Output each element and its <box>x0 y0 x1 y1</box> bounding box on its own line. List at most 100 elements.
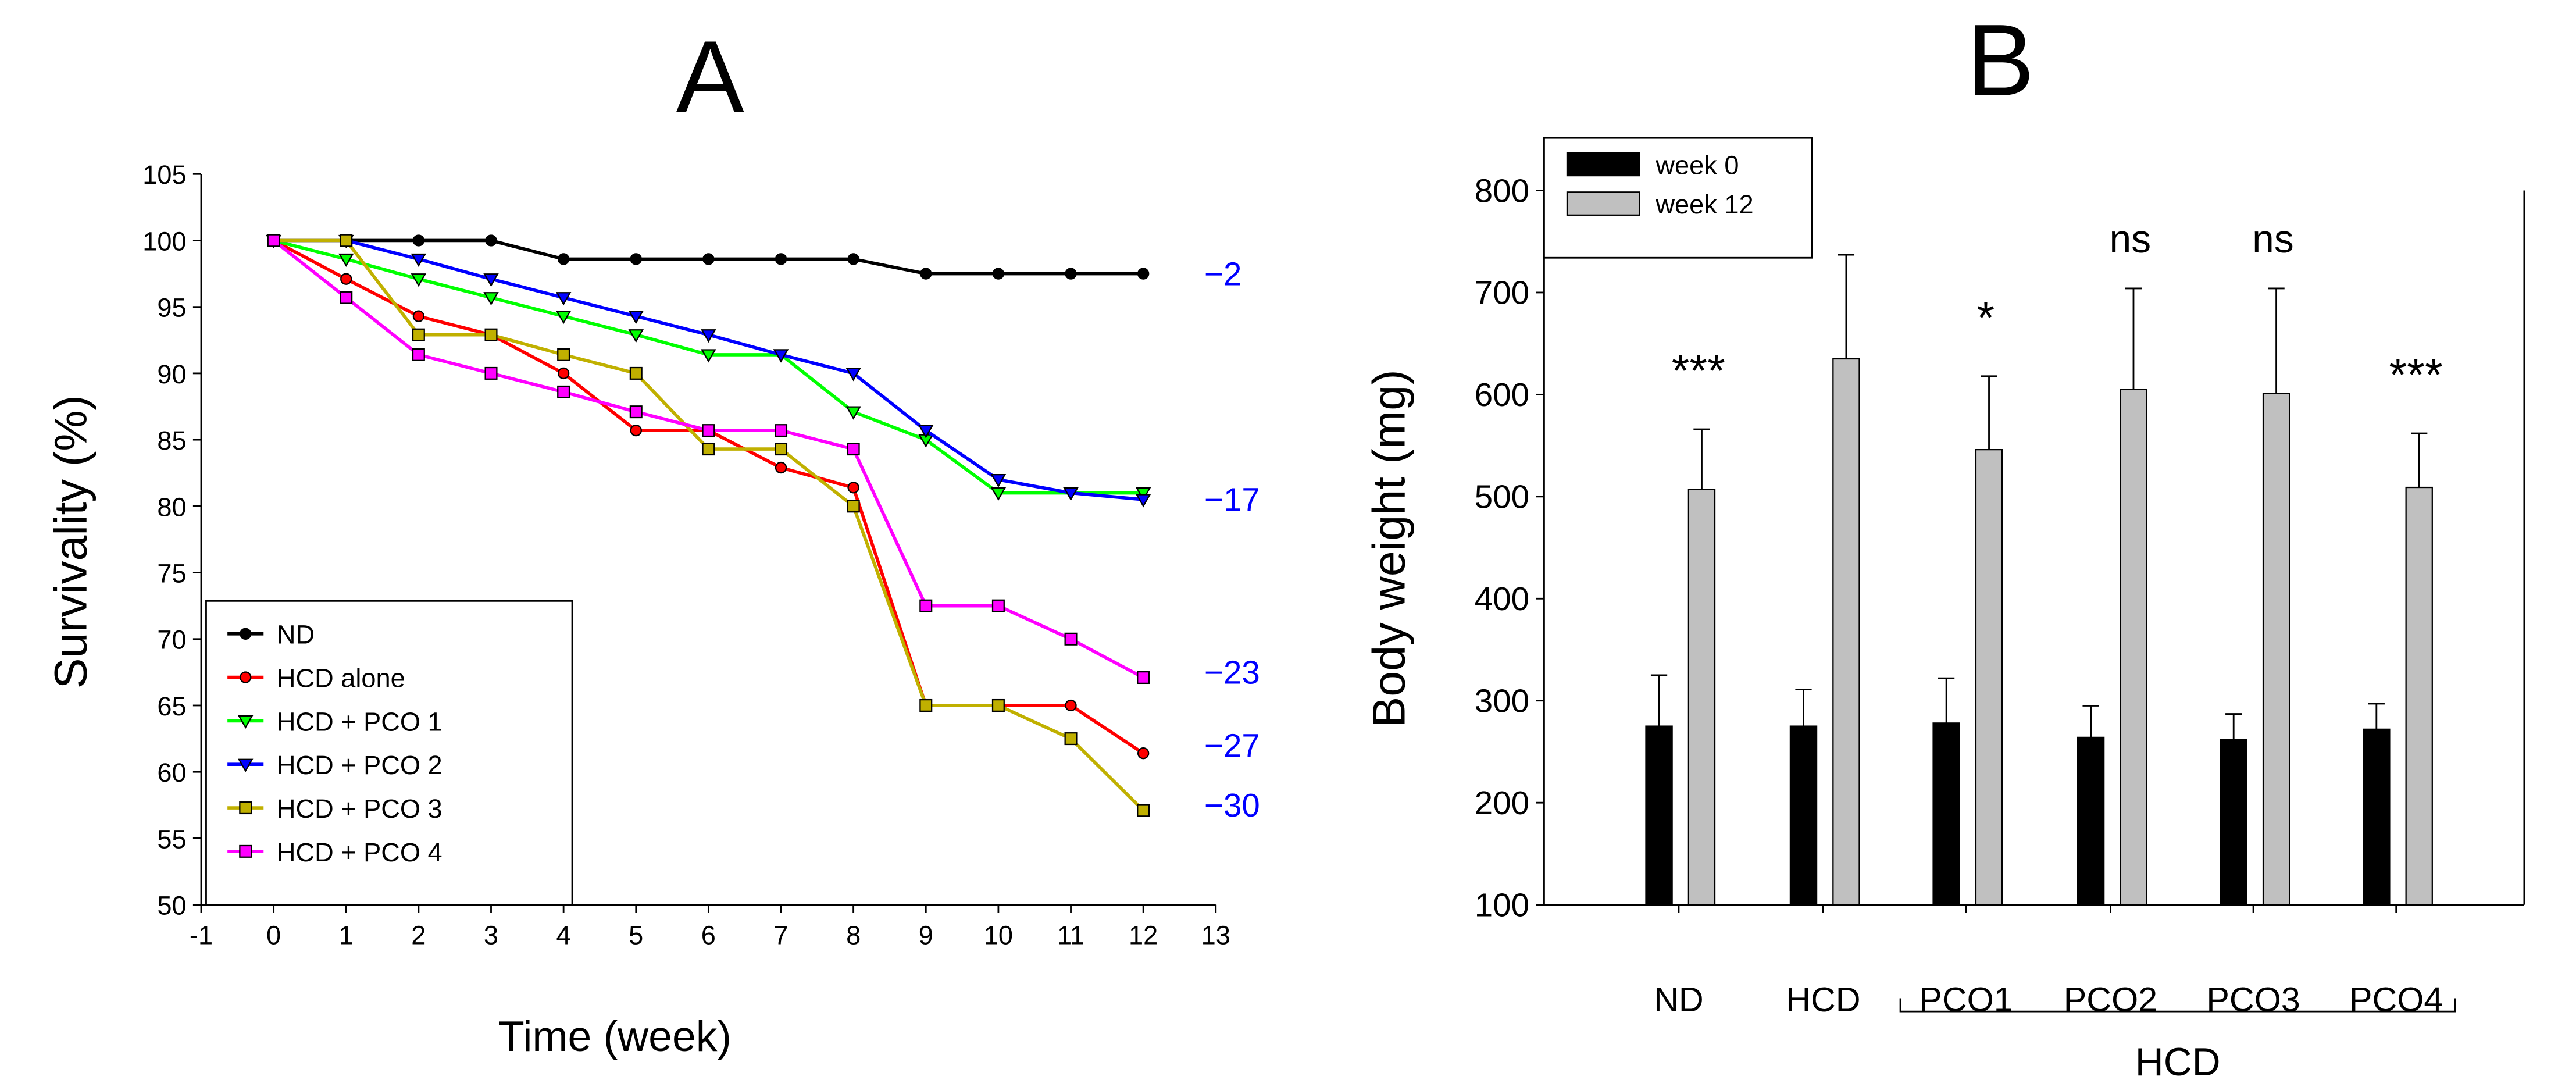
a-y-tick-label: 95 <box>157 293 186 323</box>
a-data-point <box>1135 494 1151 508</box>
a-y-tick-label: 85 <box>157 426 186 455</box>
a-data-point <box>1064 632 1078 646</box>
a-data-point <box>411 273 427 287</box>
a-legend-label: HCD alone <box>277 664 405 693</box>
b-bar-week-0 <box>1789 725 1818 906</box>
a-data-point <box>1063 487 1079 501</box>
a-data-point <box>847 482 859 494</box>
b-y-tick-label: 700 <box>1475 275 1529 311</box>
panel-a-label: A <box>676 20 744 134</box>
a-data-point <box>1137 747 1150 760</box>
b-bar-week-12 <box>2405 486 2433 906</box>
a-x-tick-label: 12 <box>1129 920 1158 950</box>
b-significance-label: * <box>1977 291 1995 343</box>
a-data-point <box>1137 671 1150 685</box>
a-x-tick-label: 5 <box>629 920 643 950</box>
a-data-point <box>411 253 427 268</box>
b-x-tick-label: HCD <box>1786 980 1860 1019</box>
a-series-line-3 <box>273 238 1144 501</box>
a-data-point <box>775 424 788 437</box>
a-data-point <box>847 253 859 265</box>
a-y-tick-label: 50 <box>157 891 186 921</box>
a-data-point <box>701 329 716 343</box>
a-y-tick-label: 75 <box>157 558 186 588</box>
a-data-point <box>483 292 499 306</box>
a-legend-swatch-marker <box>240 671 252 683</box>
a-x-tick-label: 7 <box>773 920 788 950</box>
a-x-tick-label: 3 <box>484 920 498 950</box>
a-legend-label: HCD + PCO 2 <box>277 750 443 780</box>
a-y-tick-label: 55 <box>157 824 186 854</box>
a-legend-swatch-marker <box>239 844 252 858</box>
b-y-tick-label: 800 <box>1475 172 1529 209</box>
a-data-point <box>557 348 570 361</box>
a-x-tick-label: 13 <box>1201 920 1230 950</box>
a-data-point <box>992 268 1005 280</box>
panel-b-label: B <box>1967 4 2035 117</box>
a-data-point <box>485 234 497 247</box>
a-data-point <box>557 253 570 265</box>
a-x-tick-label: 1 <box>339 920 354 950</box>
a-y-tick-label: 65 <box>157 692 186 721</box>
a-data-point <box>557 385 570 398</box>
b-bar-week-12 <box>1832 358 1860 906</box>
b-legend-label: week 12 <box>1655 190 1753 219</box>
panel-b-body-weight-chart: B Body weight (mg) 100 200 300 400 500 600 700… <box>1362 4 2525 1084</box>
a-data-point <box>702 443 715 456</box>
a-data-point <box>918 425 934 439</box>
a-data-point <box>628 329 644 343</box>
a-y-tick-label: 105 <box>142 160 186 190</box>
a-x-tick-label: -1 <box>190 920 213 950</box>
panel-a-y-axis-label: Survivality (%) <box>44 395 96 689</box>
b-y-tick-label: 400 <box>1475 580 1529 617</box>
panel-a-x-axis-label: Time (week) <box>498 1013 732 1060</box>
a-data-point <box>340 273 352 285</box>
a-data-point <box>702 424 715 437</box>
b-bar-week-12 <box>1975 449 2003 906</box>
b-significance-label: ns <box>2252 218 2294 261</box>
b-significance-label: *** <box>1672 345 1725 397</box>
a-data-point <box>847 443 860 456</box>
a-data-point <box>775 443 788 456</box>
a-x-tick-label: 2 <box>411 920 426 950</box>
a-data-point <box>920 268 932 280</box>
a-data-point <box>1065 268 1077 280</box>
b-y-tick-label: 300 <box>1475 682 1529 719</box>
a-data-point <box>919 698 933 712</box>
b-x-tick-label: PCO2 <box>2064 980 2157 1019</box>
a-data-point <box>628 311 644 325</box>
a-data-point <box>847 500 860 513</box>
b-bar-week-0 <box>1645 725 1673 906</box>
b-bar-week-0 <box>1932 722 1960 906</box>
a-data-point <box>340 234 353 247</box>
b-y-tick-label: 200 <box>1475 785 1529 821</box>
b-bar-week-0 <box>2220 739 2247 906</box>
a-y-tick-label: 60 <box>157 758 186 787</box>
a-data-point <box>702 253 715 265</box>
a-annotation: −17 <box>1204 482 1260 518</box>
a-y-tick-label: 90 <box>157 359 186 389</box>
a-data-point <box>555 292 572 306</box>
a-data-point <box>484 328 498 341</box>
a-legend-box <box>205 600 573 906</box>
b-significance-label: *** <box>2389 349 2442 401</box>
a-data-point <box>773 349 789 363</box>
a-data-point <box>1137 804 1150 817</box>
a-y-tick-label: 100 <box>142 226 186 256</box>
a-y-tick-label: 80 <box>157 492 186 522</box>
b-bar-week-0 <box>2363 728 2391 906</box>
b-group-bracket-label: HCD <box>2135 1040 2221 1084</box>
b-bar-week-12 <box>2120 389 2147 906</box>
a-x-tick-label: 9 <box>919 920 933 950</box>
a-data-point <box>555 311 572 325</box>
a-data-point <box>1064 732 1078 746</box>
a-annotation: −23 <box>1204 654 1260 691</box>
b-y-tick-label: 500 <box>1475 479 1529 515</box>
a-data-point <box>919 599 933 612</box>
a-legend-swatch-marker <box>237 715 254 729</box>
panel-b-y-axis-label: Body weight (mg) <box>1362 369 1414 727</box>
a-data-point <box>338 253 354 268</box>
a-data-point <box>775 461 787 474</box>
a-x-tick-label: 6 <box>701 920 716 950</box>
